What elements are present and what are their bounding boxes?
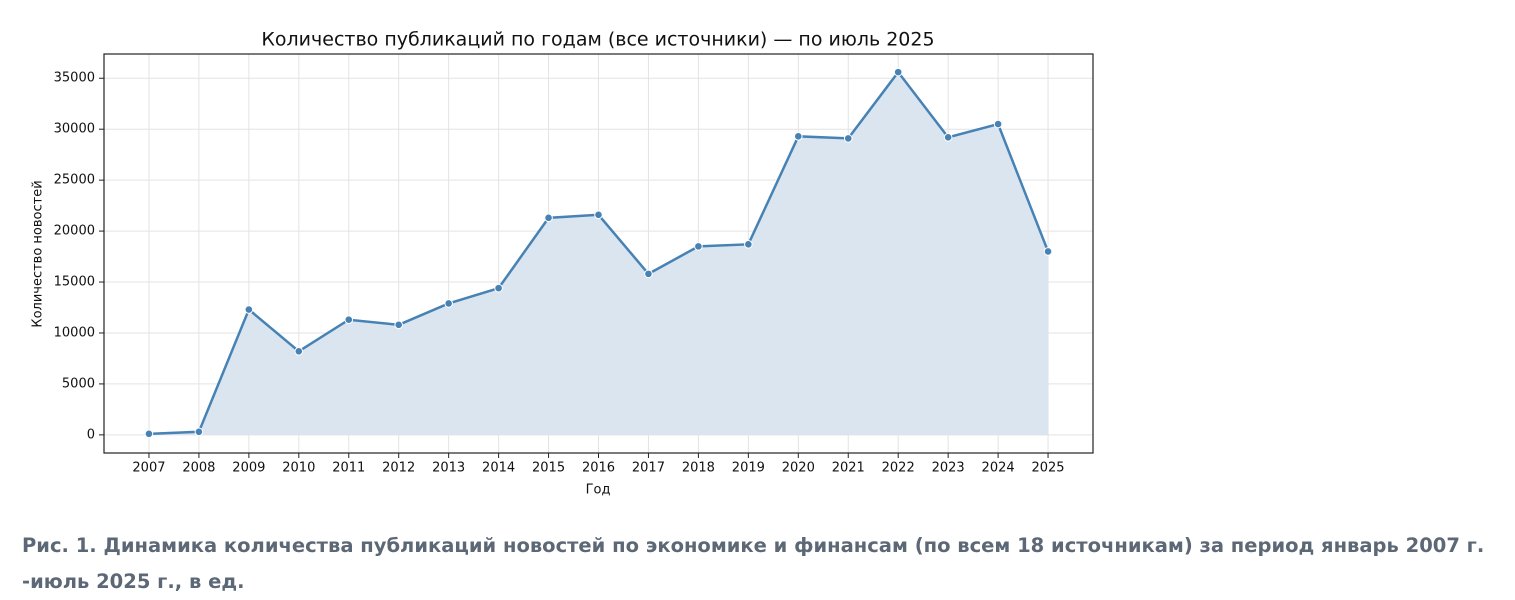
point (294, 347, 304, 356)
y-tick-label: 20000 (54, 224, 95, 239)
x-tick-label: 2015 (532, 461, 565, 476)
y-axis-label: Количество новостей (31, 180, 46, 327)
point (544, 213, 553, 223)
point (244, 305, 254, 314)
x-tick-label: 2021 (832, 461, 865, 476)
point (144, 429, 154, 439)
x-axis-label: Год (586, 483, 611, 498)
x-tick-label: 2024 (982, 461, 1015, 476)
x-tick-label: 2022 (882, 461, 915, 476)
x-tick-label: 2011 (332, 461, 365, 476)
point (194, 427, 204, 437)
area (148, 72, 1049, 435)
point (943, 133, 953, 142)
x-tick-label: 2008 (182, 461, 215, 476)
x-tick-label: 2025 (1031, 461, 1064, 476)
x-tick-label: 2023 (932, 461, 965, 476)
x-tick-label: 2007 (132, 461, 165, 476)
y-tick-label: 5000 (62, 376, 95, 391)
y-tick-label: 30000 (54, 122, 95, 137)
x-tick-label: 2013 (432, 461, 465, 476)
y-tick-label: 10000 (54, 325, 95, 340)
point (444, 299, 453, 308)
point (644, 269, 653, 279)
x-tick-label: 2019 (732, 461, 765, 476)
point (344, 315, 354, 325)
chart-title: Количество публикаций по годам (все исто… (261, 29, 934, 51)
point (793, 132, 803, 141)
x-tick-label: 2016 (582, 461, 615, 476)
y-tick-label: 0 (87, 427, 95, 442)
point (694, 242, 703, 251)
y-tick-label: 35000 (54, 71, 95, 86)
x-tick-label: 2012 (382, 461, 415, 476)
caption: Рис. 1. Динамика количества публикаций н… (22, 534, 1485, 593)
plot-frame (103, 53, 1094, 454)
point (744, 240, 753, 249)
chart: Количество публикаций по годам (все исто… (31, 29, 1094, 498)
x-tick-label: 2017 (632, 461, 665, 476)
x-tick-label: 2014 (482, 461, 515, 476)
y-tick-label: 25000 (54, 173, 95, 188)
point (993, 119, 1003, 129)
point (394, 320, 404, 330)
x-tick-label: 2010 (282, 461, 315, 476)
point (893, 67, 903, 77)
x-tick-label: 2009 (232, 461, 265, 476)
x-tick-label: 2020 (782, 461, 815, 476)
x-tick-label: 2018 (682, 461, 715, 476)
point (1043, 247, 1053, 256)
point (494, 283, 503, 293)
y-tick-label: 15000 (54, 275, 95, 290)
point (843, 134, 853, 143)
point (594, 210, 603, 220)
